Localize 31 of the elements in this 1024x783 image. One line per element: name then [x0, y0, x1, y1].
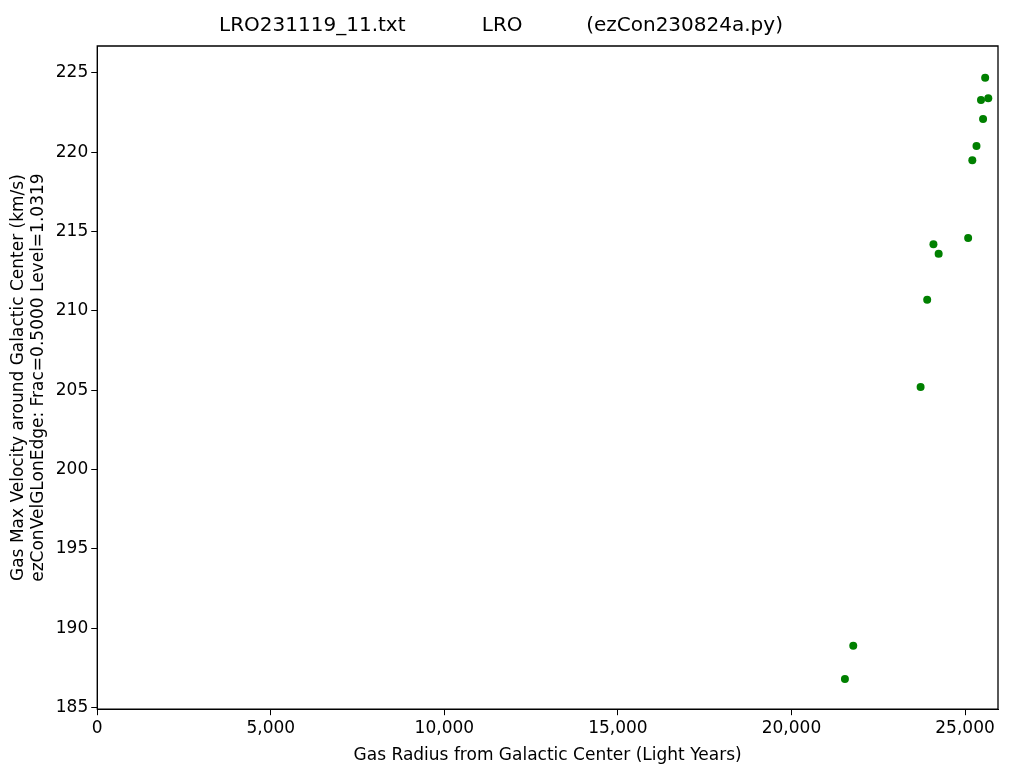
point: [964, 233, 973, 242]
point: [968, 156, 977, 165]
point: [972, 141, 981, 150]
y-tick-label: 210: [55, 299, 89, 320]
x-tick-label: 20,000: [761, 716, 822, 737]
point: [923, 295, 932, 304]
point: [976, 95, 985, 104]
point: [849, 641, 858, 650]
point: [984, 94, 993, 103]
point: [981, 73, 990, 82]
y-tick-label: 200: [55, 458, 89, 479]
x-tick-label: 15,000: [588, 716, 648, 737]
point: [934, 249, 943, 258]
y-tick-label: 225: [55, 61, 89, 82]
y-tick-label: 190: [55, 616, 89, 637]
y-tick-label: 220: [55, 140, 89, 161]
x-tick-label: 0: [91, 716, 103, 737]
point: [840, 675, 849, 684]
point: [979, 114, 988, 123]
x-tick-label: 5,000: [246, 716, 296, 737]
y-tick-label: 185: [55, 696, 89, 717]
point: [929, 240, 938, 249]
x-tick-label: 25,000: [935, 716, 995, 737]
point: [916, 383, 925, 392]
y-tick-label: 215: [55, 220, 89, 241]
chart-title: LRO231119_11.txt LRO (ezCon230824a.py): [219, 12, 783, 37]
y-tick-label: 195: [55, 537, 89, 558]
y-axis-title: Gas Max Velocity around Galactic Center (km/s) ezConVelGLonEdge: Frac=0.5000 Level=1.0319: [6, 173, 48, 582]
y-tick-label: 205: [55, 378, 89, 399]
x-tick-label: 10,000: [414, 716, 475, 737]
x-axis-title: Gas Radius from Galactic Center (Light Years): [353, 744, 742, 765]
